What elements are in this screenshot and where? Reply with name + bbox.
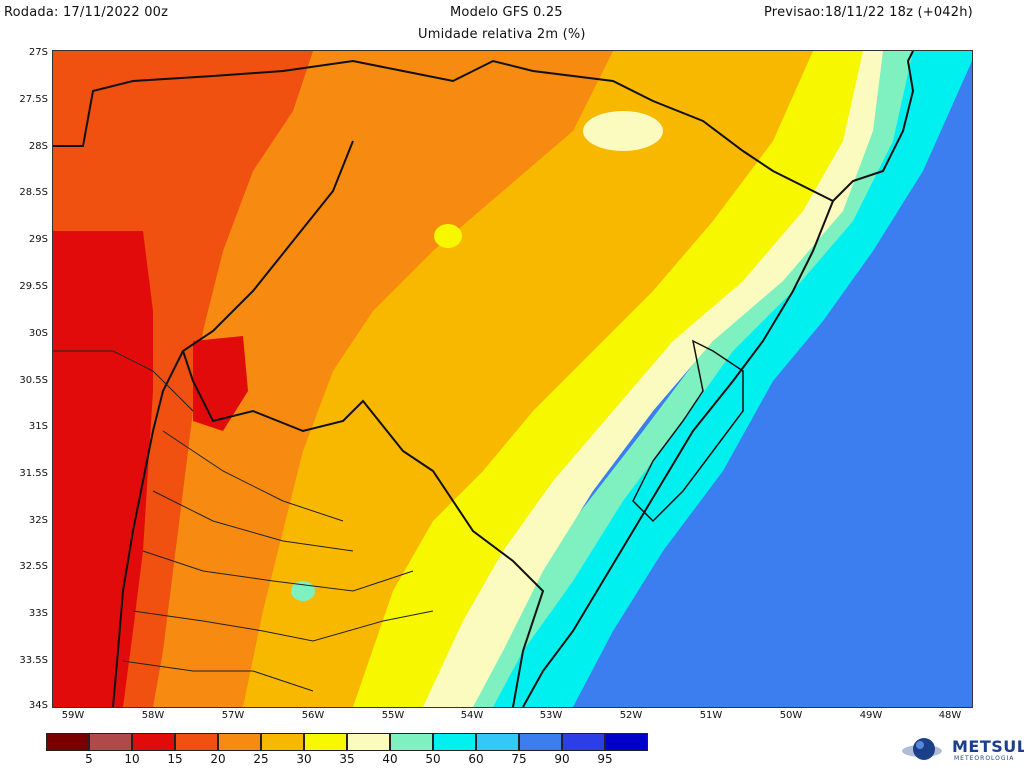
- lat-tick: 32.5S: [19, 561, 48, 572]
- lon-tick: 56W: [301, 710, 325, 721]
- lat-tick: 27.5S: [19, 94, 48, 105]
- lon-tick: 52W: [619, 710, 643, 721]
- colorbar-label: 90: [554, 752, 570, 766]
- lat-tick: 33.5S: [19, 655, 48, 666]
- metsul-globe-icon: [902, 738, 942, 760]
- colorbar-swatch: [605, 733, 648, 751]
- logo-subtitle: METEOROLOGIA: [954, 755, 1015, 762]
- lat-tick: 34S: [28, 700, 48, 711]
- colorbar-label: 25: [253, 752, 269, 766]
- lat-tick: 30S: [28, 328, 48, 339]
- colorbar-swatch: [261, 733, 304, 751]
- colorbar-label: 95: [597, 752, 613, 766]
- lat-tick: 32S: [28, 515, 48, 526]
- colorbar-swatch: [132, 733, 175, 751]
- colorbar-label: 30: [296, 752, 312, 766]
- colorbar-label: 5: [85, 752, 93, 766]
- lat-tick: 31S: [28, 421, 48, 432]
- colorbar-swatch: [304, 733, 347, 751]
- forecast-label: Previsao:18/11/22 18z (+042h): [764, 5, 973, 20]
- colorbar-swatch: [476, 733, 519, 751]
- lon-tick: 57W: [221, 710, 245, 721]
- lon-tick: 59W: [61, 710, 85, 721]
- lat-tick: 31.5S: [19, 468, 48, 479]
- lon-tick: 48W: [938, 710, 962, 721]
- colorbar-label: 40: [382, 752, 398, 766]
- lat-tick: 33S: [28, 608, 48, 619]
- colorbar-label: 50: [425, 752, 441, 766]
- lat-tick: 27S: [28, 47, 48, 58]
- humidity-map-graphic: [53, 51, 972, 707]
- colorbar-label: 10: [124, 752, 140, 766]
- lon-tick: 58W: [141, 710, 165, 721]
- colorbar-swatch: [89, 733, 132, 751]
- model-label: Modelo GFS 0.25: [450, 5, 563, 20]
- lat-tick: 28.5S: [19, 187, 48, 198]
- humidity-map: [52, 50, 973, 708]
- lat-tick: 28S: [28, 141, 48, 152]
- colorbar-swatch: [562, 733, 605, 751]
- lon-tick: 55W: [381, 710, 405, 721]
- colorbar-swatch: [218, 733, 261, 751]
- colorbar-swatch: [390, 733, 433, 751]
- run-label: Rodada: 17/11/2022 00z: [4, 5, 169, 20]
- lat-tick: 30.5S: [19, 375, 48, 386]
- lon-tick: 50W: [779, 710, 803, 721]
- colorbar-label: 35: [339, 752, 355, 766]
- lat-tick: 29.5S: [19, 281, 48, 292]
- colorbar-label: 20: [210, 752, 226, 766]
- logo-name: METSUL: [952, 737, 1024, 756]
- lon-tick: 54W: [460, 710, 484, 721]
- lon-tick: 53W: [539, 710, 563, 721]
- variable-label: Umidade relativa 2m (%): [418, 27, 586, 42]
- colorbar-swatch: [46, 733, 89, 751]
- colorbar-label: 60: [468, 752, 484, 766]
- lon-tick: 49W: [859, 710, 883, 721]
- colorbar-label: 75: [511, 752, 527, 766]
- colorbar-swatch: [175, 733, 218, 751]
- colorbar-swatch: [347, 733, 390, 751]
- lat-tick: 29S: [28, 234, 48, 245]
- lon-tick: 51W: [699, 710, 723, 721]
- colorbar-swatch: [433, 733, 476, 751]
- colorbar-label: 15: [167, 752, 183, 766]
- colorbar-swatch: [519, 733, 562, 751]
